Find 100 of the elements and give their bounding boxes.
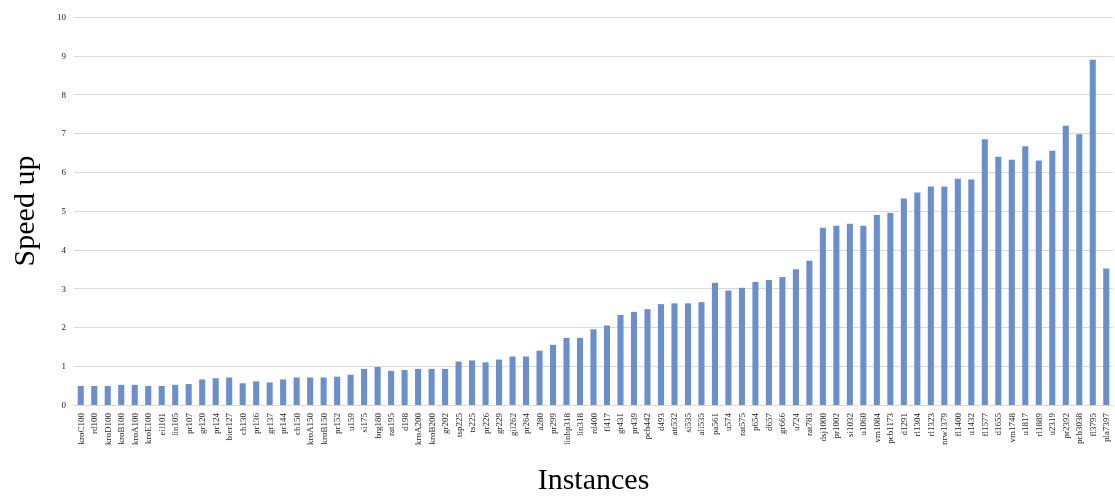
bar bbox=[657, 304, 664, 405]
bar bbox=[415, 368, 422, 405]
x-tick-label: d1655 bbox=[993, 412, 1004, 436]
x-tick-label: pcb1173 bbox=[885, 412, 896, 444]
x-tick-label: vm1748 bbox=[1006, 412, 1017, 443]
x-tick-label: rd400 bbox=[588, 412, 599, 434]
bar bbox=[1089, 59, 1096, 405]
x-tick-label: rl1889 bbox=[1033, 412, 1044, 437]
x-tick-label: pcb442 bbox=[642, 413, 653, 440]
x-tick-label: pr152 bbox=[332, 413, 343, 434]
bar bbox=[995, 156, 1002, 405]
bar bbox=[482, 362, 489, 405]
x-tick-label: pr299 bbox=[548, 412, 559, 434]
y-tick-label: 6 bbox=[61, 167, 67, 178]
bar bbox=[1022, 146, 1029, 405]
x-tick-label: pr264 bbox=[521, 412, 532, 434]
x-tick-label: kroC100 bbox=[75, 412, 86, 445]
x-tick-label: kroB100 bbox=[116, 412, 127, 445]
bar bbox=[145, 385, 152, 405]
bar bbox=[131, 384, 138, 405]
bar bbox=[212, 378, 219, 405]
bar bbox=[1049, 150, 1056, 405]
y-tick-label: 10 bbox=[57, 12, 67, 22]
x-tick-label: kroA100 bbox=[129, 412, 140, 445]
x-tick-label: kroD100 bbox=[102, 412, 113, 445]
bar bbox=[941, 186, 948, 405]
x-tick-label: gr120 bbox=[197, 412, 208, 434]
bar bbox=[320, 377, 327, 405]
y-tick-label: 1 bbox=[61, 361, 66, 372]
x-tick-label: ali535 bbox=[696, 412, 707, 436]
bar bbox=[887, 212, 894, 405]
x-tick-label: pa561 bbox=[709, 413, 720, 435]
bar bbox=[388, 370, 395, 405]
x-tick-label: si1032 bbox=[844, 413, 855, 438]
bar bbox=[1035, 160, 1042, 405]
x-tick-label: lin105 bbox=[170, 412, 181, 437]
bar bbox=[118, 384, 125, 405]
x-tick-label: kroA150 bbox=[305, 412, 316, 445]
x-tick-label: rat783 bbox=[804, 412, 815, 436]
x-tick-label: u724 bbox=[790, 412, 801, 431]
bar bbox=[671, 303, 678, 405]
x-tick-label: ts225 bbox=[467, 412, 478, 433]
bar bbox=[374, 366, 381, 405]
x-tick-label: d1291 bbox=[898, 413, 909, 436]
x-tick-label: gr666 bbox=[777, 412, 788, 434]
bar bbox=[347, 374, 354, 405]
bar bbox=[1076, 134, 1083, 405]
bar bbox=[765, 280, 772, 405]
x-tick-label: d198 bbox=[399, 412, 410, 431]
bar bbox=[644, 309, 651, 405]
x-tick-label: pla7397 bbox=[1101, 412, 1112, 442]
x-tick-label: d493 bbox=[655, 412, 666, 431]
x-tick-label: pr226 bbox=[480, 412, 491, 434]
bar bbox=[860, 225, 867, 405]
x-tick-label: u2319 bbox=[1047, 412, 1058, 436]
bar bbox=[779, 276, 786, 405]
bar bbox=[442, 368, 449, 405]
x-tick-label: fl1577 bbox=[979, 412, 990, 437]
bar bbox=[334, 376, 341, 405]
bar bbox=[981, 139, 988, 405]
bar bbox=[914, 192, 921, 405]
bar bbox=[630, 311, 638, 405]
bar bbox=[1062, 125, 1069, 405]
x-tick-label: pr136 bbox=[251, 412, 262, 434]
x-tick-label: brg180 bbox=[372, 412, 383, 439]
bar bbox=[563, 337, 570, 405]
x-tick-label: pr1002 bbox=[831, 413, 842, 439]
bar bbox=[698, 302, 705, 405]
x-tick-label: gr137 bbox=[264, 412, 275, 434]
x-tick-label: si175 bbox=[359, 412, 370, 433]
x-tick-label: pcb3038 bbox=[1074, 412, 1085, 444]
y-tick-label: 8 bbox=[61, 89, 67, 100]
x-tick-label: u1060 bbox=[858, 412, 869, 436]
bar bbox=[293, 377, 300, 405]
bar bbox=[172, 384, 179, 405]
bar bbox=[968, 179, 975, 405]
x-tick-label: vm1084 bbox=[871, 412, 882, 443]
bar bbox=[603, 325, 611, 405]
y-tick-label: 3 bbox=[61, 283, 67, 294]
x-tick-label: pr144 bbox=[278, 412, 289, 434]
x-tick-label: d657 bbox=[763, 412, 774, 431]
bar bbox=[91, 385, 98, 405]
bar bbox=[927, 186, 934, 405]
x-tick-label: rat195 bbox=[386, 412, 397, 436]
x-tick-label: ch150 bbox=[291, 412, 302, 435]
x-tick-label: bier127 bbox=[224, 412, 235, 441]
bar bbox=[806, 260, 813, 405]
x-tick-label: kroB150 bbox=[318, 412, 329, 445]
x-tick-label: gr202 bbox=[440, 413, 451, 434]
x-tick-label: rd100 bbox=[89, 412, 100, 434]
bar bbox=[590, 329, 597, 405]
y-tick-label: 5 bbox=[61, 206, 67, 216]
x-tick-label: nrw1379 bbox=[939, 412, 950, 445]
bar bbox=[873, 214, 880, 405]
y-tick-label: 9 bbox=[61, 50, 67, 61]
bar bbox=[954, 178, 961, 405]
bar bbox=[280, 379, 287, 405]
y-axis-title: Speed up bbox=[6, 155, 40, 267]
x-tick-label: lin318 bbox=[575, 412, 586, 437]
x-tick-label: rat575 bbox=[736, 412, 747, 436]
